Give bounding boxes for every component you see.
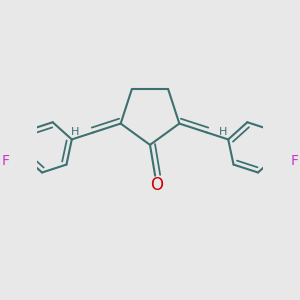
Text: H: H <box>71 127 80 136</box>
Text: F: F <box>1 154 9 168</box>
Text: O: O <box>150 176 163 194</box>
Text: F: F <box>291 154 299 168</box>
Text: H: H <box>218 127 227 136</box>
